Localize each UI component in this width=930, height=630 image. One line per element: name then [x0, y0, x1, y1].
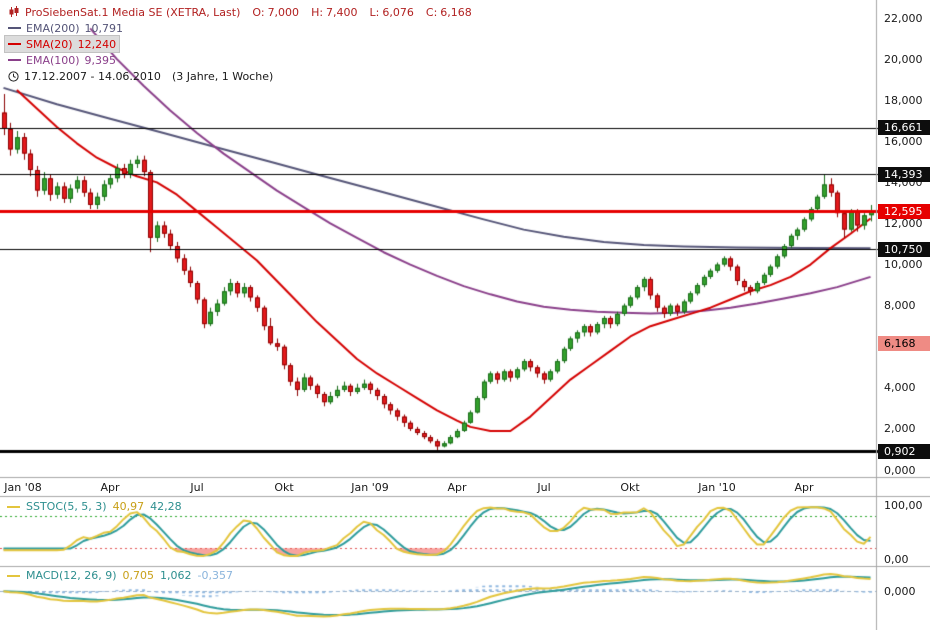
instrument-header-row[interactable]: ProSiebenSat.1 Media SE (XETRA, Last) O:…: [5, 4, 475, 20]
ohlc-close: C: 6,168: [425, 5, 472, 19]
price-level-badge: 16,661: [878, 120, 930, 136]
price-axis-label: 8,000: [884, 299, 916, 313]
price-axis-label: 2,000: [884, 422, 916, 436]
price-level-badge: 0,902: [878, 443, 930, 459]
legend-item-ema200[interactable]: EMA(200) 10,791: [5, 20, 126, 36]
ohlc-open: O: 7,000: [252, 5, 300, 19]
date-range: 17.12.2007 - 14.06.2010: [24, 69, 161, 83]
legend-item-ema100[interactable]: EMA(100) 9,395: [5, 52, 119, 68]
macd-line-swatch: [7, 574, 20, 577]
stoch-indicator-label[interactable]: SSTOC(5, 5, 3) 40,97 42,28: [7, 500, 182, 513]
macd-axis-label: 0,000: [884, 585, 916, 599]
ema100-value: 9,395: [84, 53, 117, 67]
price-axis-label: 16,000: [884, 134, 923, 148]
instrument-title: ProSiebenSat.1 Media SE (XETRA, Last): [25, 5, 241, 19]
ema200-label: EMA(200): [26, 21, 80, 35]
sma20-label: SMA(20): [26, 37, 73, 51]
stoch-line-swatch: [7, 505, 20, 508]
ema100-line-swatch: [8, 59, 21, 61]
ohlc-high: H: 7,400: [311, 5, 358, 19]
candlestick-chart-icon: [9, 6, 19, 17]
stoch-axis-label: 100,00: [884, 499, 923, 512]
legend-item-sma20[interactable]: SMA(20) 12,240: [5, 36, 120, 52]
stoch-value-k: 40,97: [112, 500, 145, 513]
stoch-axis-label: 0,00: [884, 553, 909, 566]
ohlc-low: L: 6,076: [369, 5, 414, 19]
time-range-row[interactable]: 17.12.2007 - 14.06.2010 (3 Jahre, 1 Woch…: [5, 68, 276, 84]
ema200-value: 10,791: [84, 21, 124, 35]
duration: (3 Jahre, 1 Woche): [171, 69, 274, 83]
price-axis-label: 10,000: [884, 258, 923, 272]
stoch-label-text: SSTOC(5, 5, 3): [26, 500, 107, 513]
last-price-badge: 6,168: [878, 335, 930, 351]
stoch-value-d: 42,28: [150, 500, 182, 513]
price-axis-label: 12,000: [884, 216, 923, 230]
chart-legend: ProSiebenSat.1 Media SE (XETRA, Last) O:…: [5, 4, 475, 84]
macd-label-text: MACD(12, 26, 9): [26, 569, 117, 582]
ema200-line-swatch: [8, 27, 21, 29]
price-axis-label: 20,000: [884, 52, 923, 66]
price-level-badge: 10,750: [878, 241, 930, 257]
price-axis-label: 18,000: [884, 93, 923, 107]
price-level-badge: 14,393: [878, 166, 930, 182]
macd-value-signal: 1,062: [160, 569, 192, 582]
sma20-line-swatch: [8, 43, 21, 45]
macd-indicator-label[interactable]: MACD(12, 26, 9) 0,705 1,062 -0,357: [7, 569, 233, 582]
price-axis-label: 4,000: [884, 381, 916, 395]
ema100-label: EMA(100): [26, 53, 80, 67]
sma20-value: 12,240: [77, 37, 117, 51]
clock-icon: [8, 70, 19, 82]
macd-value-macd: 0,705: [122, 569, 155, 582]
price-axis[interactable]: 22,000 20,000 18,000 16,000 14,000 12,000 10,0…: [877, 0, 930, 630]
price-axis-label: 0,000: [884, 463, 916, 477]
price-level-badge: 12,595: [878, 203, 930, 219]
price-axis-label: 22,000: [884, 11, 923, 25]
macd-value-hist: -0,357: [197, 569, 234, 582]
